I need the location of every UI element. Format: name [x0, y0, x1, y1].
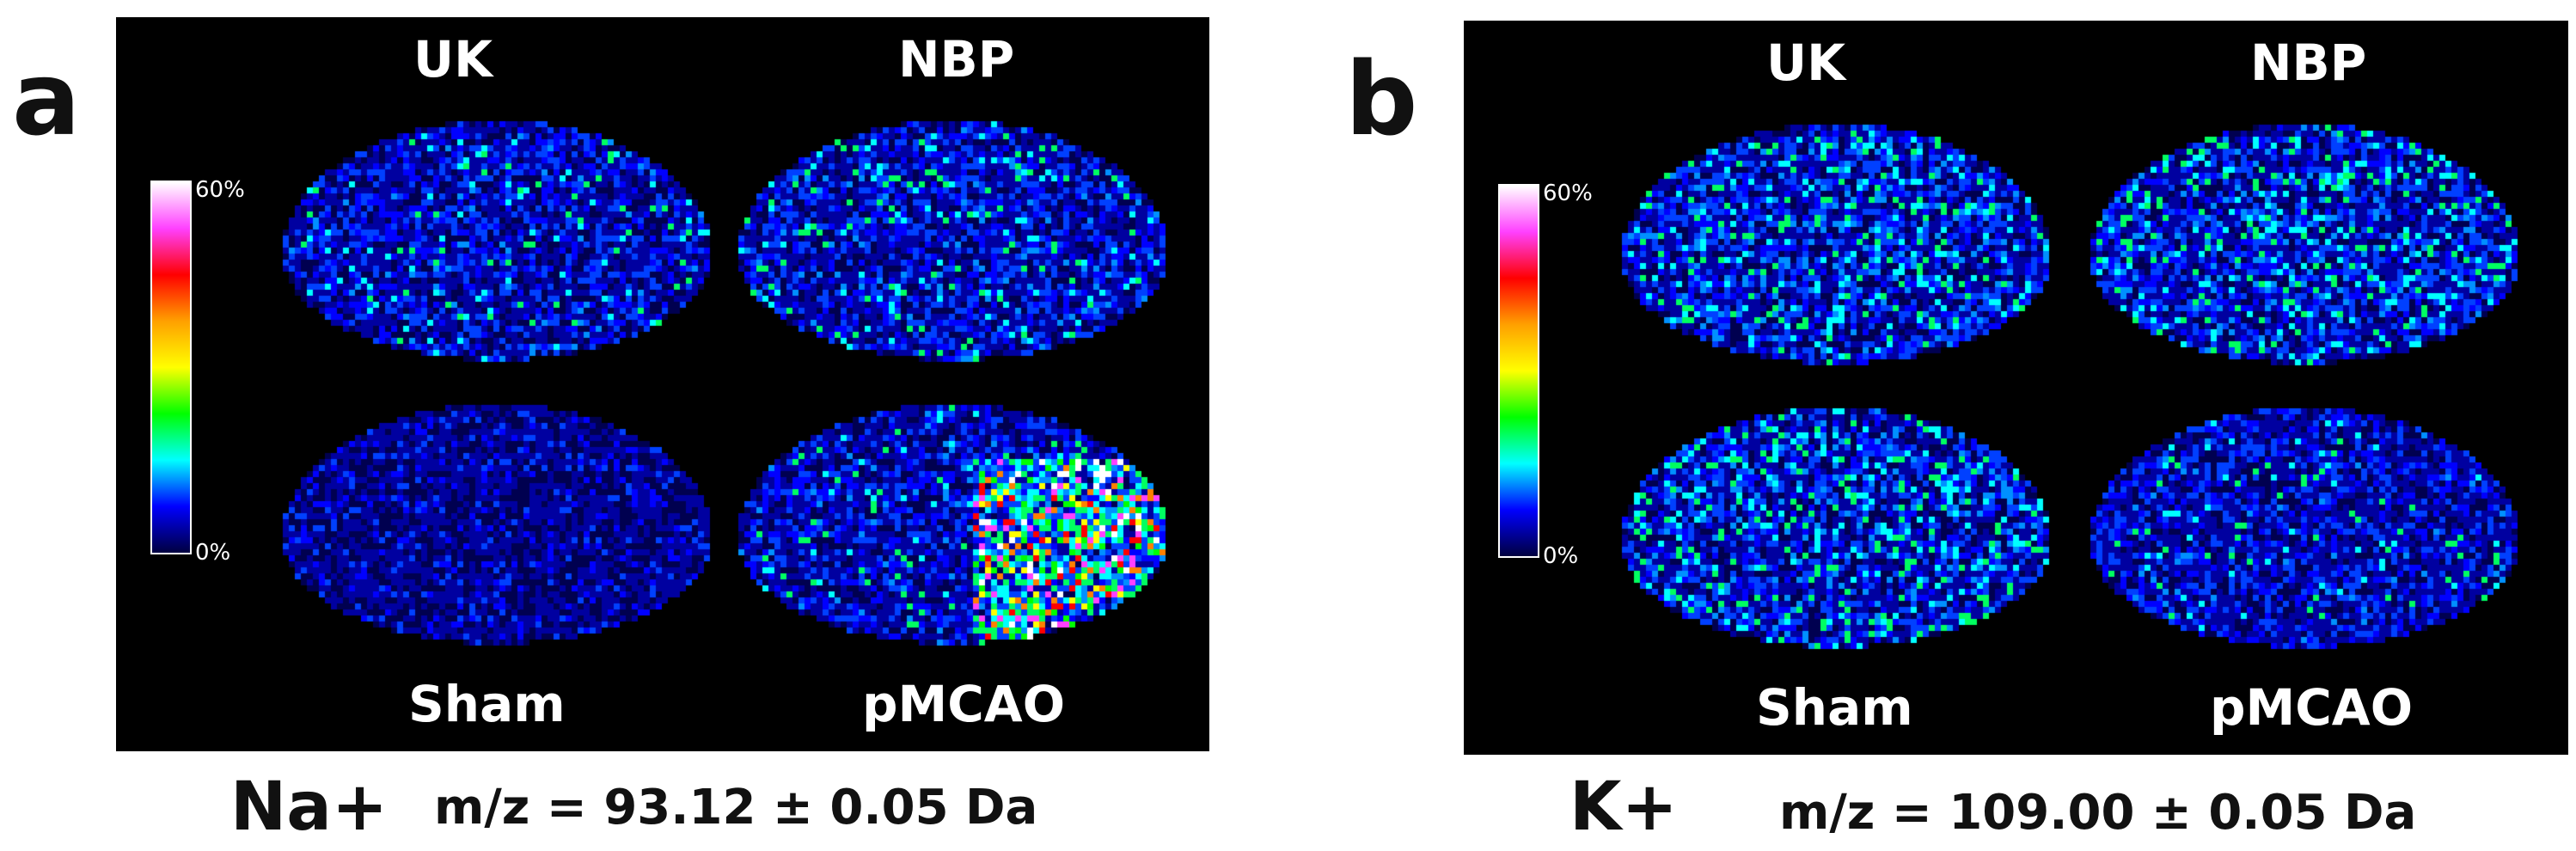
brain-slice-sham — [1610, 390, 2057, 674]
row-label-sham: Sham — [1756, 678, 1913, 737]
scale-min-label: 0% — [195, 540, 231, 566]
brain-slice-sham — [271, 387, 718, 670]
mz-label-a: m/z = 93.12 ± 0.05 Da — [434, 780, 1038, 836]
ion-label-b: K+ — [1569, 768, 1678, 846]
column-label-nbp: NBP — [2250, 34, 2367, 92]
column-label-nbp: NBP — [898, 30, 1015, 89]
brain-slice-uk — [271, 103, 718, 387]
panel-a-letter: a — [12, 40, 81, 158]
scale-max-label: 60% — [1543, 181, 1593, 206]
column-label-uk: UK — [1766, 34, 1846, 92]
color-scale-bar — [150, 181, 192, 554]
mz-label-b: m/z = 109.00 ± 0.05 Da — [1779, 785, 2417, 841]
row-label-sham: Sham — [408, 675, 566, 733]
brain-slice-nbp — [726, 103, 1173, 387]
brain-slice-uk — [1610, 107, 2057, 390]
ion-label-a: Na+ — [230, 768, 389, 846]
brain-slice-pmcao — [726, 387, 1173, 670]
panel-b-image: UK NBP 60% 0% Sham pMCAO — [1464, 21, 2568, 755]
brain-slice-nbp — [2078, 107, 2525, 390]
row-label-pmcao: pMCAO — [862, 675, 1065, 733]
brain-slice-pmcao — [2078, 390, 2525, 674]
scale-min-label: 0% — [1543, 543, 1579, 569]
row-label-pmcao: pMCAO — [2210, 678, 2413, 737]
panel-a-image: UK NBP 60% 0% Sham pMCAO — [116, 17, 1209, 751]
color-scale-bar — [1498, 184, 1539, 558]
panel-b-letter: b — [1345, 40, 1418, 158]
scale-max-label: 60% — [195, 177, 245, 203]
column-label-uk: UK — [413, 30, 493, 89]
